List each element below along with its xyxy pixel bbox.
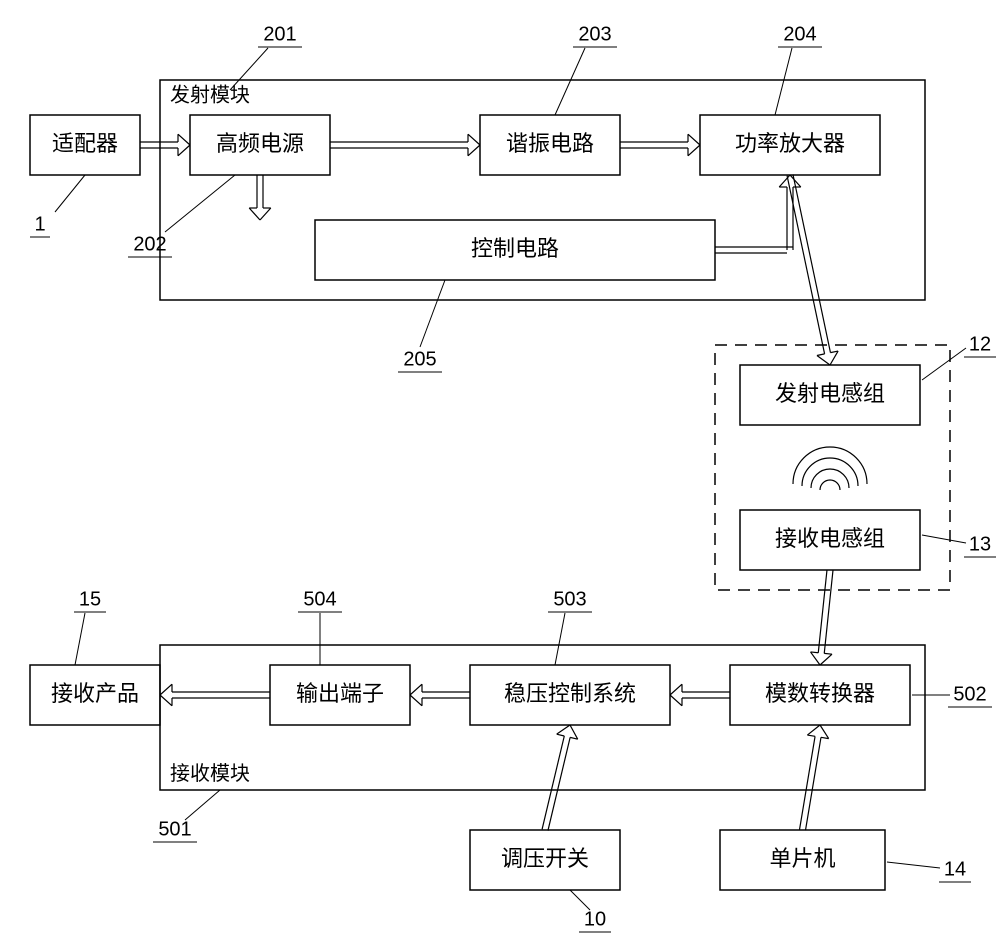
mcu-refnum: 14 bbox=[944, 858, 966, 880]
vreg-leader bbox=[555, 613, 565, 665]
resonant-refnum: 203 bbox=[578, 23, 611, 45]
pa-label: 功率放大器 bbox=[735, 131, 845, 156]
out_term-refnum: 504 bbox=[303, 588, 336, 610]
vswitch-refnum: 10 bbox=[584, 908, 606, 930]
tx_coil-leader bbox=[922, 348, 966, 380]
mcu-label: 单片机 bbox=[769, 846, 835, 871]
product-label: 接收产品 bbox=[51, 681, 139, 706]
hf_power-refnum: 202 bbox=[133, 233, 166, 255]
adc-label: 模数转换器 bbox=[765, 681, 875, 706]
module_rx-refnum: 501 bbox=[158, 818, 191, 840]
block-diagram: 发射模块接收模块 适配器 高频电源 谐振电路 功率放大器控制电路发射电感组接收电感组模数… bbox=[0, 0, 1000, 937]
adapter-leader bbox=[55, 175, 85, 212]
ctrl-refnum: 205 bbox=[403, 348, 436, 370]
module_tx-refnum: 201 bbox=[263, 23, 296, 45]
resonant-label: 谐振电路 bbox=[506, 131, 594, 156]
wave-arc bbox=[820, 480, 840, 490]
hf_power-leader bbox=[165, 175, 235, 232]
module_rx-leader bbox=[185, 790, 220, 820]
hf_power-label: 高频电源 bbox=[216, 131, 304, 156]
pa-refnum: 204 bbox=[783, 23, 816, 45]
product-refnum: 15 bbox=[79, 588, 101, 610]
wave-arc bbox=[802, 458, 858, 486]
adc-refnum: 502 bbox=[953, 683, 986, 705]
adapter-label: 适配器 bbox=[52, 131, 118, 156]
tx-module-label: 发射模块 bbox=[170, 84, 250, 107]
rx-module-label: 接收模块 bbox=[170, 762, 250, 785]
ctrl-leader bbox=[420, 280, 445, 347]
wave-arc bbox=[793, 447, 867, 484]
pa-leader bbox=[775, 48, 792, 115]
vreg-label: 稳压控制系统 bbox=[504, 681, 636, 706]
adapter-refnum: 1 bbox=[34, 213, 45, 235]
vreg-refnum: 503 bbox=[553, 588, 586, 610]
product-leader bbox=[75, 613, 85, 665]
vswitch-leader bbox=[570, 890, 590, 910]
mcu-leader bbox=[887, 862, 940, 868]
out_term-label: 输出端子 bbox=[296, 681, 384, 706]
tx_coil-refnum: 12 bbox=[969, 333, 991, 355]
ctrl-label: 控制电路 bbox=[471, 236, 559, 261]
tx-module-box bbox=[160, 80, 925, 300]
wave-arc bbox=[811, 469, 849, 488]
rx_coil-leader bbox=[922, 535, 966, 543]
resonant-leader bbox=[555, 48, 585, 115]
rx_coil-label: 接收电感组 bbox=[775, 526, 885, 551]
tx_coil-label: 发射电感组 bbox=[775, 381, 885, 406]
vswitch-label: 调压开关 bbox=[501, 846, 589, 871]
rx_coil-refnum: 13 bbox=[969, 533, 991, 555]
